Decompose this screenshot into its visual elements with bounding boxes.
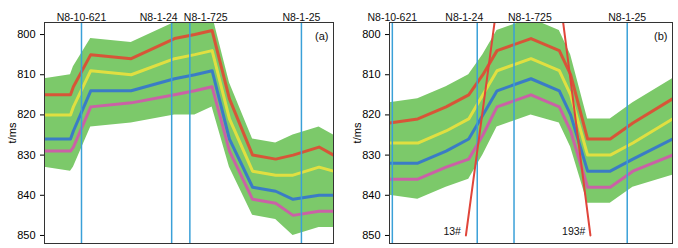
svg-text:820: 820 — [17, 108, 35, 120]
svg-text:830: 830 — [362, 149, 380, 161]
svg-text:(b): (b) — [654, 30, 667, 42]
svg-text:850: 850 — [362, 229, 380, 241]
svg-text:t/ms: t/ms — [6, 122, 18, 143]
svg-text:(a): (a) — [315, 30, 328, 42]
svg-text:830: 830 — [17, 149, 35, 161]
svg-text:N8-1-725: N8-1-725 — [508, 11, 552, 23]
svg-text:13#: 13# — [443, 225, 461, 237]
svg-text:N8-1-24: N8-1-24 — [140, 11, 178, 23]
svg-text:193#: 193# — [562, 225, 586, 237]
svg-text:840: 840 — [17, 189, 35, 201]
svg-text:N8-10-621: N8-10-621 — [368, 11, 418, 23]
svg-text:810: 810 — [17, 68, 35, 80]
svg-text:t/ms: t/ms — [351, 122, 363, 143]
svg-text:N8-10-621: N8-10-621 — [57, 11, 107, 23]
svg-text:N8-1-25: N8-1-25 — [608, 11, 646, 23]
svg-text:N8-1-25: N8-1-25 — [282, 11, 320, 23]
svg-text:810: 810 — [362, 68, 380, 80]
svg-text:850: 850 — [17, 229, 35, 241]
svg-text:840: 840 — [362, 189, 380, 201]
svg-text:N8-1-24: N8-1-24 — [445, 11, 483, 23]
svg-text:800: 800 — [17, 28, 35, 40]
svg-text:N8-1-725: N8-1-725 — [184, 11, 228, 23]
svg-text:820: 820 — [362, 108, 380, 120]
svg-text:800: 800 — [362, 28, 380, 40]
